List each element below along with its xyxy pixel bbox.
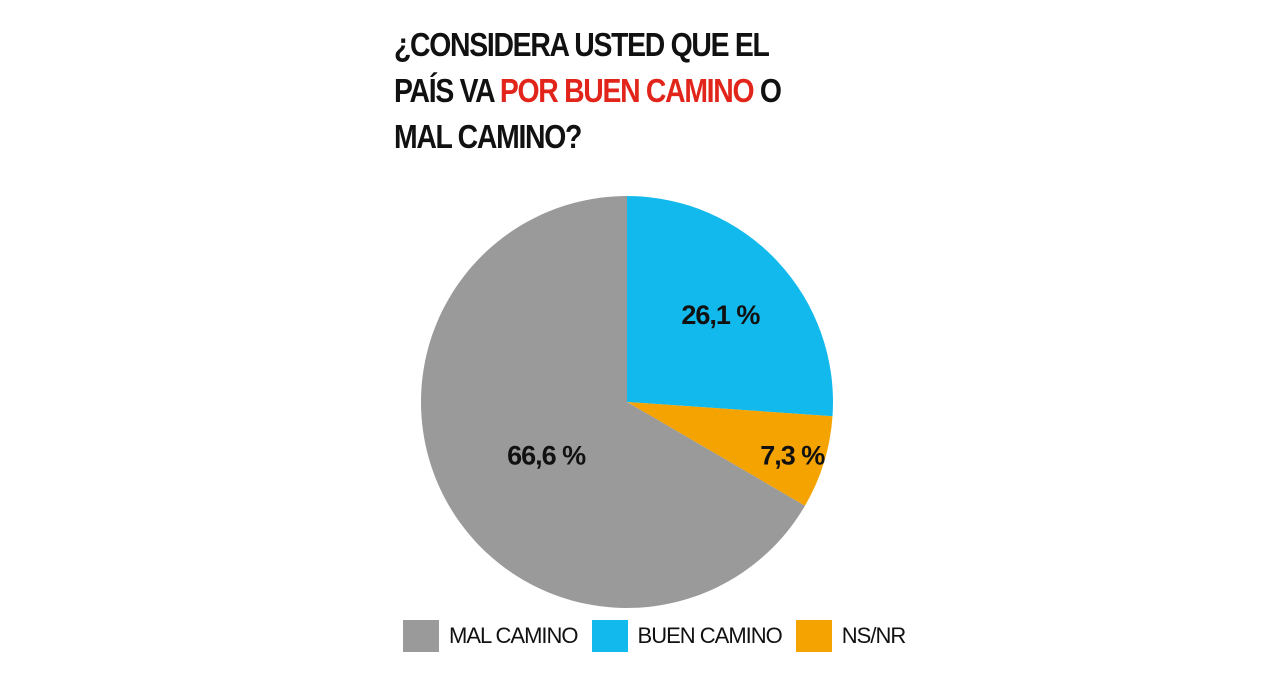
title-part-2: O MAL CAMINO? [394, 72, 782, 155]
legend-item-mal-camino: MAL CAMINO [403, 620, 579, 652]
legend-swatch-mal-camino [403, 620, 439, 652]
pie-slices [420, 196, 833, 608]
legend-label-mal-camino: MAL CAMINO [449, 623, 579, 648]
pie-slice-ns-nr [627, 402, 833, 506]
legend-item-buen-camino: BUEN CAMINO [591, 620, 783, 652]
legend: MAL CAMINO BUEN CAMINO NS/NR [403, 620, 919, 652]
legend-label-buen-camino: BUEN CAMINO [637, 623, 783, 648]
slice-label-mal-camino: 66,6 % [507, 440, 586, 470]
pie-labels: 26,1 % 7,3 % 66,6 % [507, 300, 826, 471]
legend-item-ns-nr: NS/NR [795, 620, 906, 652]
legend-label-ns-nr: NS/NR [841, 623, 906, 648]
legend-swatch-buen-camino [591, 620, 628, 652]
title-part-1: ¿CONSIDERA USTED QUE EL PAÍS VA [394, 26, 769, 109]
title-highlight: POR BUEN CAMINO [499, 72, 755, 109]
legend-swatch-ns-nr [795, 620, 832, 652]
slice-label-buen-camino: 26,1 % [681, 300, 760, 330]
slice-label-ns-nr: 7,3 % [760, 440, 825, 470]
chart-title: ¿CONSIDERA USTED QUE EL PAÍS VA POR BUEN… [394, 22, 790, 160]
pie-slice-mal-camino [420, 196, 805, 608]
pie-slice-buen-camino [627, 196, 833, 417]
